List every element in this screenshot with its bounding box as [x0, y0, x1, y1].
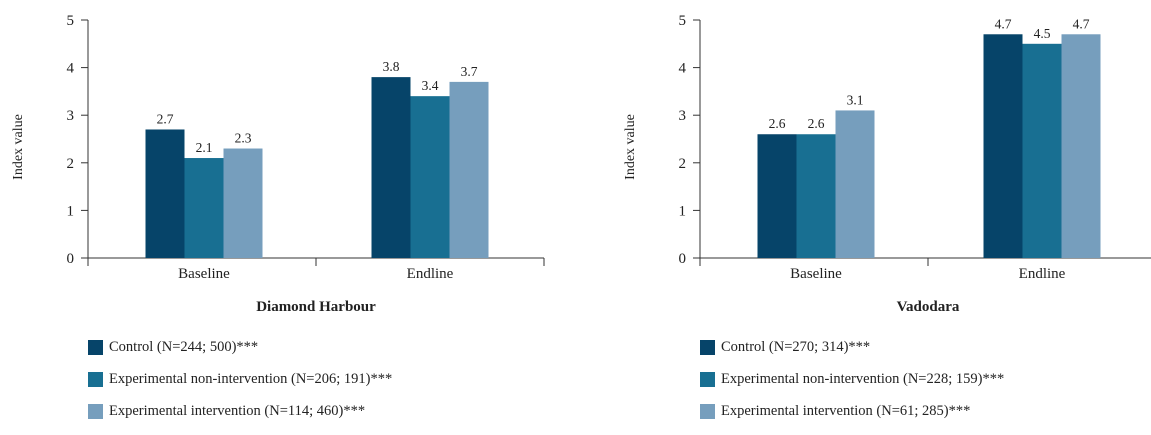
bar-endline-series-1	[983, 34, 1023, 258]
y-tick-label: 2	[67, 156, 75, 172]
bar-baseline-series-1	[757, 134, 797, 258]
data-label: 3.7	[461, 64, 478, 79]
x-tick-label: Endline	[407, 266, 454, 282]
x-tick-label: Baseline	[790, 266, 842, 282]
bar-chart-diamond-harbour: Index value 0 1 2 3 4 5 2.7 2.1 2.3 Baseline 3.8 3.4…	[11, 13, 545, 282]
bar-endline-series-3	[449, 81, 489, 258]
chart-title: Vadodara	[896, 299, 960, 315]
legend-swatch	[700, 403, 715, 419]
bar-endline-series-2	[410, 96, 450, 258]
x-tick-label: Endline	[1019, 266, 1066, 282]
legend-item-control: Control (N=244; 500)***	[88, 339, 392, 355]
y-tick-label: 1	[67, 203, 75, 219]
bar-baseline-series-1	[145, 129, 185, 258]
legend-item-experimental-intervention: Experimental intervention (N=114; 460)**…	[88, 403, 392, 419]
legend-swatch	[88, 403, 103, 419]
y-tick-label: 5	[67, 13, 75, 29]
y-tick-label: 4	[679, 61, 687, 77]
y-axis-label: Index value	[11, 114, 26, 180]
data-label: 2.7	[157, 111, 174, 126]
data-label: 4.5	[1034, 26, 1051, 41]
bar-endline-series-1	[371, 77, 411, 259]
y-tick-label: 0	[67, 251, 75, 267]
legend-label: Experimental intervention (N=61; 285)***	[721, 402, 971, 419]
bar-baseline-series-2	[184, 158, 224, 258]
bar-baseline-series-3	[223, 148, 263, 258]
legend-label: Experimental non-intervention (N=228; 15…	[721, 370, 1005, 387]
legend-label: Experimental intervention (N=114; 460)**…	[109, 402, 366, 419]
data-label: 2.6	[808, 116, 825, 131]
legend-item-experimental-non-intervention: Experimental non-intervention (N=228; 15…	[700, 371, 1004, 387]
bar-baseline-series-2	[796, 134, 836, 258]
y-tick-label: 3	[679, 108, 687, 124]
data-label: 3.1	[847, 92, 864, 107]
data-label: 4.7	[995, 16, 1012, 31]
legend-label: Control (N=244; 500)***	[109, 338, 259, 355]
legend-swatch	[700, 339, 715, 355]
chart-panel-diamond-harbour: Index value 0 1 2 3 4 5 2.7 2.1 2.3 Baseline 3.8 3.4…	[0, 0, 560, 419]
bar-chart-vadodara: Index value 0 1 2 3 4 5 2.6 2.6 3.1 Baseline 4.7 4.5…	[623, 13, 1151, 282]
y-tick-label: 3	[67, 108, 75, 124]
legend-item-control: Control (N=270; 314)***	[700, 339, 1004, 355]
legend-swatch	[88, 371, 103, 387]
data-label: 2.3	[235, 131, 252, 146]
y-tick-label: 4	[67, 61, 75, 77]
y-tick-label: 0	[679, 251, 687, 267]
chart-title: Diamond Harbour	[256, 299, 376, 315]
legend: Control (N=270; 314)*** Experimental non…	[700, 339, 1004, 435]
y-axis-label: Index value	[623, 114, 638, 180]
legend-item-experimental-intervention: Experimental intervention (N=61; 285)***	[700, 403, 1004, 419]
data-label: 2.6	[769, 116, 786, 131]
chart-panel-vadodara: Index value 0 1 2 3 4 5 2.6 2.6 3.1 Baseline 4.7 4.5…	[612, 0, 1151, 419]
legend-label: Control (N=270; 314)***	[721, 338, 871, 355]
data-label: 3.4	[422, 78, 439, 93]
legend-swatch	[700, 371, 715, 387]
bar-endline-series-3	[1061, 34, 1101, 258]
legend: Control (N=244; 500)*** Experimental non…	[88, 339, 392, 435]
x-tick-label: Baseline	[178, 266, 230, 282]
legend-swatch	[88, 339, 103, 355]
legend-item-experimental-non-intervention: Experimental non-intervention (N=206; 19…	[88, 371, 392, 387]
data-label: 2.1	[196, 140, 213, 155]
bar-baseline-series-3	[835, 110, 875, 258]
y-tick-label: 2	[679, 156, 687, 172]
y-tick-label: 1	[679, 203, 687, 219]
legend-label: Experimental non-intervention (N=206; 19…	[109, 370, 393, 387]
data-label: 4.7	[1073, 16, 1090, 31]
bar-endline-series-2	[1022, 43, 1062, 258]
data-label: 3.8	[383, 59, 400, 74]
y-tick-label: 5	[679, 13, 687, 29]
